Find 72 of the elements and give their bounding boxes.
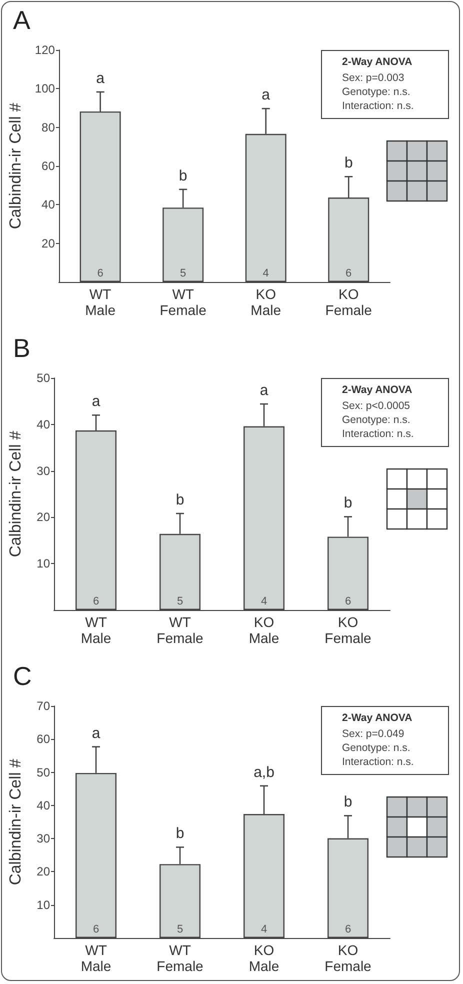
annotation: 5 — [176, 924, 184, 936]
y-tick-label: 20 — [36, 864, 50, 879]
annotation: 6 — [92, 596, 100, 608]
annotation: 2-Way ANOVA — [342, 55, 414, 69]
annotation: Genotype: n.s. — [342, 85, 412, 99]
annotation: a — [262, 86, 271, 104]
annotation: Interaction: n.s. — [342, 427, 415, 441]
y-axis-title: Calbindin-ir Cell # — [8, 430, 24, 558]
annotation: 6 — [344, 596, 352, 608]
annotation: Sex: p=0.049 — [342, 727, 406, 741]
y-tick-label: 10 — [36, 556, 50, 571]
y-tick-label: 70 — [36, 699, 50, 713]
annotation: 4 — [260, 924, 268, 936]
annotation: b — [176, 825, 184, 842]
y-tick-label: 40 — [36, 417, 50, 432]
annotation: 4 — [260, 596, 268, 608]
y-tick-label: 50 — [36, 765, 50, 780]
y-tick-label: 60 — [36, 732, 50, 746]
annotation: 5 — [176, 596, 184, 608]
annotation: 6 — [92, 924, 100, 936]
x-tick-label: KO Male — [248, 614, 280, 646]
x-tick-label: KO Male — [248, 942, 280, 974]
annotation: 6 — [97, 268, 104, 280]
y-axis-title: Calbindin-ir Cell # — [8, 758, 24, 886]
y-tick-label: 30 — [36, 832, 50, 846]
x-tick-label: WT Female — [160, 286, 207, 318]
y-tick-label: 30 — [36, 464, 50, 478]
annotation: Genotype: n.s. — [342, 413, 412, 427]
annotation: b — [344, 494, 352, 512]
annotation: Sex: p=0.003 — [342, 71, 406, 85]
annotation: a — [260, 382, 269, 399]
annotation: 5 — [180, 268, 186, 280]
annotation: Interaction: n.s. — [342, 755, 415, 769]
annotation: b — [178, 167, 188, 184]
x-tick-label: WT Male — [80, 614, 112, 646]
x-tick-label: WT Male — [80, 942, 112, 974]
annotation: a,b — [254, 764, 274, 781]
y-tick-label: 10 — [36, 898, 50, 912]
y-tick-label: 40 — [36, 798, 50, 812]
annotation: Interaction: n.s. — [342, 99, 415, 113]
annotation: 2-Way ANOVA — [342, 711, 414, 725]
y-tick-label: 20 — [42, 236, 56, 250]
annotation: a — [92, 393, 101, 410]
y-tick-label: 20 — [36, 510, 50, 524]
y-tick-label: 60 — [42, 159, 56, 173]
x-tick-label: WT Male — [85, 286, 116, 318]
x-tick-label: KO Female — [324, 942, 372, 974]
annotation: b — [344, 794, 352, 811]
chart-title: C — [13, 661, 32, 691]
x-tick-label: KO Male — [250, 286, 282, 318]
y-tick-label: 80 — [42, 120, 56, 134]
x-tick-label: WT Female — [156, 942, 204, 974]
x-tick-label: KO Female — [325, 286, 372, 318]
y-tick-label: 120 — [34, 43, 56, 57]
annotation: Genotype: n.s. — [342, 741, 412, 755]
y-tick-label: 100 — [34, 82, 56, 96]
chart-title: A — [13, 5, 31, 35]
annotation: 4 — [262, 268, 269, 280]
annotation: 2-Way ANOVA — [342, 383, 414, 397]
annotation: a — [92, 724, 101, 742]
y-tick-label: 50 — [36, 371, 50, 385]
x-tick-label: WT Female — [156, 614, 204, 646]
y-tick-label: 40 — [42, 198, 56, 212]
annotation: 6 — [344, 924, 352, 936]
annotation: 6 — [346, 268, 352, 280]
annotation: b — [344, 154, 353, 172]
annotation: Sex: p<0.0005 — [342, 399, 412, 413]
annotation: b — [176, 491, 184, 508]
y-axis-title: Calbindin-ir Cell # — [8, 102, 24, 230]
annotation: a — [96, 70, 106, 87]
chart-title: B — [13, 333, 30, 363]
x-tick-label: KO Female — [324, 614, 372, 646]
